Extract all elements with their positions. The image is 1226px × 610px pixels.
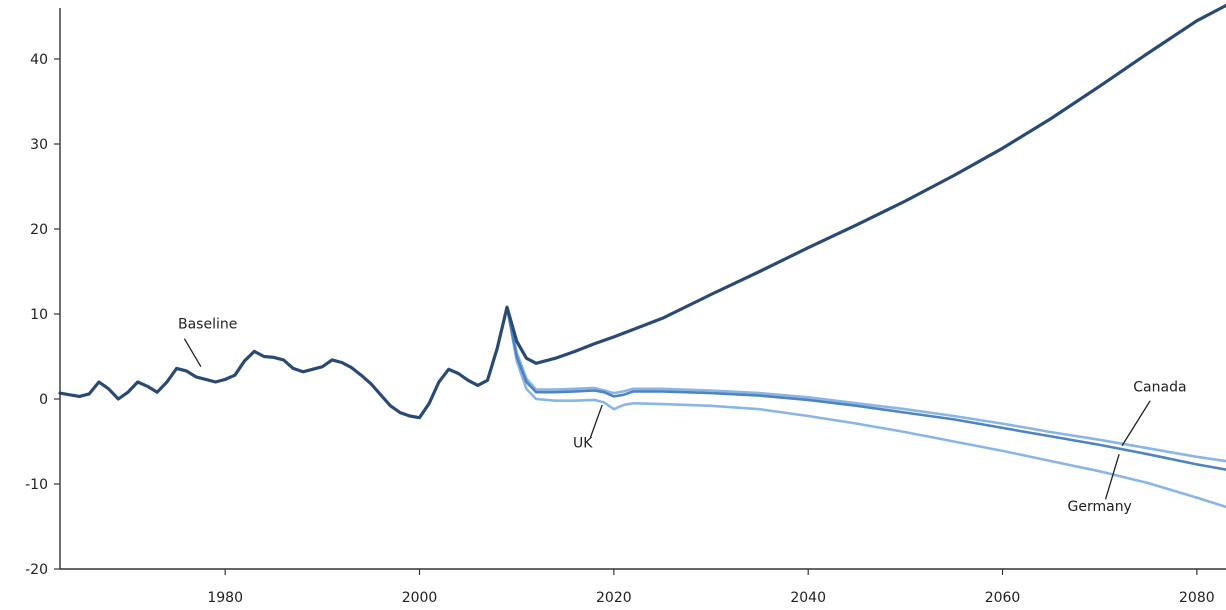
annotation-leader-baseline	[183, 338, 202, 368]
x-tick-label: 2080	[1179, 590, 1215, 606]
series-layer	[58, 3, 1226, 509]
y-tick-label: -20	[25, 562, 48, 578]
x-ticks: 1980 2000 2020 2040 2060 2080	[207, 569, 1215, 606]
annotation-label-baseline: Baseline	[178, 316, 237, 332]
y-ticks: -20 -10 0 10 20 30 40	[25, 52, 60, 578]
series-line-canada-light	[505, 305, 1226, 463]
annotation-label-canada: Canada	[1133, 379, 1186, 395]
y-tick-label: 40	[30, 52, 48, 68]
x-tick-label: 2060	[985, 590, 1021, 606]
annotation-leader-uk	[589, 404, 603, 438]
x-tick-label: 2020	[596, 590, 632, 606]
y-axis: -20 -10 0 10 20 30 40	[25, 8, 61, 578]
annotation-label-germany: Germany	[1068, 499, 1132, 515]
x-tick-label: 2000	[402, 590, 438, 606]
x-tick-label: 1980	[207, 590, 243, 606]
series-line-canada	[505, 305, 1226, 471]
y-tick-label: 0	[39, 392, 48, 408]
series-line-baseline	[58, 3, 1226, 420]
annotation-leader-canada	[1121, 400, 1151, 447]
annotation-label-uk: UK	[573, 435, 593, 451]
series-line-uk	[505, 305, 1226, 509]
annotations: Baseline UK Canada Germany	[178, 316, 1187, 515]
y-tick-label: -10	[25, 477, 48, 493]
y-tick-label: 30	[30, 137, 48, 153]
y-tick-label: 10	[30, 307, 48, 323]
y-tick-label: 20	[30, 222, 48, 238]
x-axis: 1980 2000 2020 2040 2060 2080	[60, 568, 1226, 606]
annotation-leader-germany	[1104, 454, 1120, 500]
x-tick-label: 2040	[790, 590, 826, 606]
